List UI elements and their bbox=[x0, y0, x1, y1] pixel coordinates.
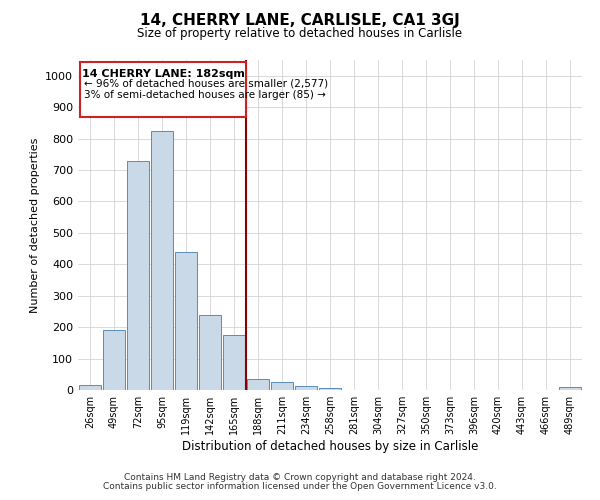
Y-axis label: Number of detached properties: Number of detached properties bbox=[29, 138, 40, 312]
Text: Size of property relative to detached houses in Carlisle: Size of property relative to detached ho… bbox=[137, 28, 463, 40]
Bar bbox=[247, 379, 269, 390]
Bar bbox=[199, 315, 221, 390]
Bar bbox=[127, 160, 149, 390]
Bar bbox=[223, 335, 245, 390]
Bar bbox=[175, 252, 197, 390]
Bar bbox=[295, 386, 317, 390]
Text: Contains public sector information licensed under the Open Government Licence v3: Contains public sector information licen… bbox=[103, 482, 497, 491]
Bar bbox=[79, 386, 101, 390]
Bar bbox=[151, 130, 173, 390]
Text: 14 CHERRY LANE: 182sqm: 14 CHERRY LANE: 182sqm bbox=[82, 70, 245, 80]
Bar bbox=[319, 388, 341, 390]
Text: Contains HM Land Registry data © Crown copyright and database right 2024.: Contains HM Land Registry data © Crown c… bbox=[124, 474, 476, 482]
Bar bbox=[559, 388, 581, 390]
Text: ← 96% of detached houses are smaller (2,577): ← 96% of detached houses are smaller (2,… bbox=[84, 79, 328, 89]
FancyBboxPatch shape bbox=[80, 62, 246, 116]
Bar bbox=[271, 382, 293, 390]
X-axis label: Distribution of detached houses by size in Carlisle: Distribution of detached houses by size … bbox=[182, 440, 478, 453]
Text: 14, CHERRY LANE, CARLISLE, CA1 3GJ: 14, CHERRY LANE, CARLISLE, CA1 3GJ bbox=[140, 12, 460, 28]
Bar bbox=[103, 330, 125, 390]
Text: 3% of semi-detached houses are larger (85) →: 3% of semi-detached houses are larger (8… bbox=[84, 90, 326, 100]
